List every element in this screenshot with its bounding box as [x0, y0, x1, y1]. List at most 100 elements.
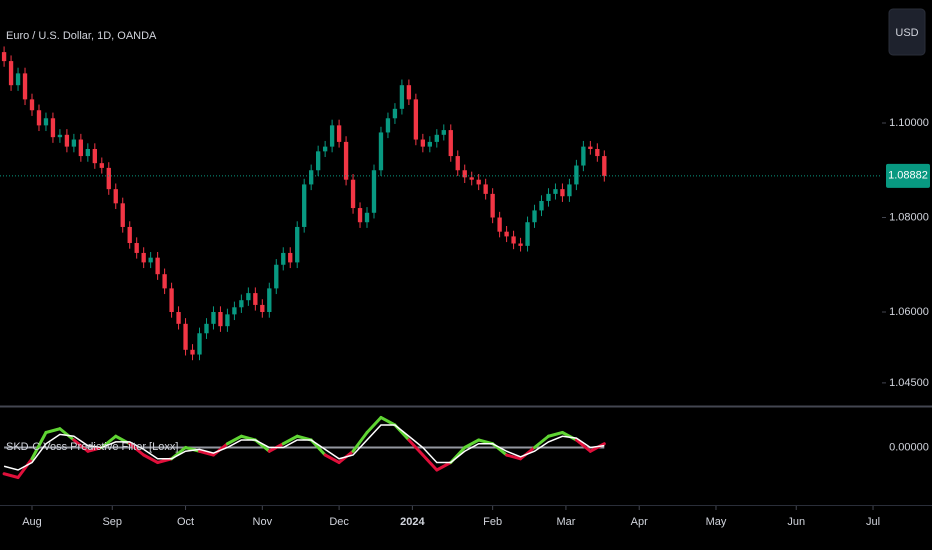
filter-segment: [225, 434, 243, 446]
filter-segment: [128, 442, 146, 457]
candle-body: [71, 139, 77, 147]
filter-segment: [281, 434, 299, 446]
filter-segment: [309, 438, 327, 457]
candle-body: [336, 125, 342, 142]
candle-body: [204, 323, 209, 334]
candle-body: [364, 212, 370, 223]
candle-body: [155, 257, 160, 275]
candle-body: [43, 118, 49, 126]
filter-segment: [560, 431, 578, 442]
filter-segment: [323, 453, 341, 464]
filter-segment: [421, 453, 439, 472]
candle-body: [546, 193, 551, 201]
candle-body: [441, 130, 446, 135]
filter-segment: [16, 457, 34, 479]
x-tick-label: Aug: [22, 516, 42, 528]
candle-body: [399, 85, 405, 109]
currency-label[interactable]: USD: [895, 27, 918, 39]
candle-body: [413, 99, 419, 140]
candle-body: [225, 314, 230, 327]
candle-body: [518, 243, 523, 246]
candle-body: [392, 108, 398, 119]
currency-button[interactable]: [888, 8, 926, 56]
candle-body: [504, 231, 509, 237]
candle-body: [532, 210, 537, 223]
last-price-tag: [886, 163, 930, 188]
filter-segment: [407, 438, 425, 457]
filter-segment: [435, 461, 453, 472]
filter-segment: [184, 446, 202, 453]
candle-body: [420, 139, 426, 147]
candle-body: [106, 167, 111, 190]
candle-body: [511, 236, 516, 244]
candle-body: [343, 141, 349, 180]
candle-body: [315, 151, 321, 171]
x-tick-label: Sep: [102, 516, 122, 528]
candle-body: [302, 184, 307, 227]
filter-segment: [30, 431, 48, 461]
candle-body: [476, 179, 481, 185]
candle-body: [92, 148, 97, 164]
candle-body: [322, 146, 328, 152]
candle-body: [197, 333, 202, 355]
candle-body: [120, 203, 125, 227]
candle-body: [588, 146, 593, 149]
filter-segment: [100, 434, 118, 449]
filter-segment: [379, 416, 397, 427]
x-tick-label: Nov: [253, 516, 273, 528]
candle-body: [567, 184, 572, 197]
candle-body: [15, 73, 21, 86]
filter-segment: [533, 434, 550, 449]
candle-body: [239, 300, 244, 308]
candle-body: [448, 130, 453, 157]
candle-body: [260, 304, 265, 313]
candle-body: [127, 226, 132, 244]
candle-body: [183, 323, 188, 350]
candle-body: [350, 179, 356, 209]
x-tick-label: Apr: [631, 516, 648, 528]
filter-segment: [351, 431, 369, 453]
candle-body: [190, 349, 195, 355]
candle-body: [574, 165, 579, 185]
x-tick-label: May: [706, 516, 727, 528]
filter-segment: [198, 449, 215, 457]
filter-segment: [546, 431, 564, 438]
candle-body: [378, 132, 384, 171]
candle-body: [176, 312, 181, 324]
x-tick-label: 2024: [400, 516, 425, 528]
candle-body: [560, 189, 565, 197]
candle-body: [232, 307, 237, 315]
candle-body: [141, 252, 146, 263]
filter-segment: [72, 438, 90, 453]
candle-body: [406, 85, 412, 100]
x-tick-label: Oct: [177, 516, 194, 528]
candle-body: [357, 208, 363, 223]
candle-body: [469, 177, 474, 180]
candle-body: [434, 134, 439, 142]
candle-body: [253, 293, 258, 305]
candle-body: [295, 226, 300, 263]
indicator-title: SKD-C Voss Predictive Filter [Loxx]: [6, 441, 178, 453]
candle-body: [553, 189, 558, 194]
y-tick-label: 1.04500: [889, 377, 929, 389]
last-price-label: 1.08882: [888, 170, 928, 182]
filter-segment: [463, 438, 481, 449]
candle-body: [29, 99, 35, 111]
candle-body: [581, 146, 586, 166]
candle-body: [385, 118, 391, 133]
candle-body: [602, 156, 607, 176]
filter-segment: [58, 427, 76, 442]
candle-body: [539, 200, 544, 211]
candle-body: [22, 73, 28, 100]
x-tick-label: Mar: [556, 516, 575, 528]
candle-body: [455, 156, 460, 171]
candle-body: [525, 222, 530, 246]
y-tick-label: 1.08000: [889, 211, 929, 223]
candle-body: [1, 52, 7, 62]
candle-body: [134, 243, 139, 253]
chart-title: Euro / U.S. Dollar, 1D, OANDA: [6, 30, 157, 42]
filter-segment: [86, 446, 104, 453]
candle-body: [8, 61, 14, 86]
x-tick-label: Jun: [787, 516, 805, 528]
